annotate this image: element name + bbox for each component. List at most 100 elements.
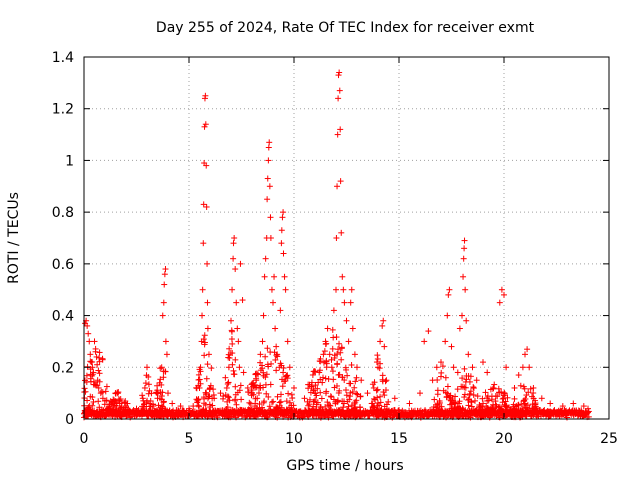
data-point xyxy=(347,299,354,306)
data-point xyxy=(229,350,236,357)
data-point xyxy=(461,365,468,372)
data-point xyxy=(217,390,224,397)
data-point xyxy=(133,405,140,412)
data-point xyxy=(226,355,233,362)
data-point xyxy=(523,404,530,411)
data-point xyxy=(162,368,169,375)
data-point xyxy=(317,389,324,396)
data-point xyxy=(264,345,271,352)
data-point xyxy=(332,400,339,407)
data-point xyxy=(434,391,441,398)
data-point xyxy=(524,346,531,353)
data-point xyxy=(476,401,483,408)
data-point xyxy=(384,408,391,415)
data-point xyxy=(203,162,210,169)
data-point xyxy=(346,409,353,416)
data-point xyxy=(202,389,209,396)
data-point xyxy=(585,408,592,415)
data-point xyxy=(482,389,489,396)
data-point xyxy=(228,327,235,334)
data-point xyxy=(91,407,98,414)
data-point xyxy=(229,361,236,368)
data-point xyxy=(505,409,512,416)
data-point xyxy=(278,227,285,234)
data-point xyxy=(146,387,153,394)
x-axis-label: GPS time / hours xyxy=(286,458,403,474)
data-point xyxy=(341,299,348,306)
data-point xyxy=(494,410,501,417)
data-point xyxy=(460,273,467,280)
data-point xyxy=(196,376,203,383)
data-point xyxy=(522,395,529,402)
data-point xyxy=(527,385,534,392)
data-point xyxy=(374,355,381,362)
data-point xyxy=(222,374,229,381)
data-point xyxy=(160,374,167,381)
data-point xyxy=(145,381,152,388)
data-point xyxy=(252,371,259,378)
data-point xyxy=(261,273,268,280)
data-point xyxy=(501,291,507,298)
data-point xyxy=(353,374,360,381)
data-point xyxy=(199,286,206,293)
data-point xyxy=(87,375,94,382)
x-tick-label: 5 xyxy=(185,431,194,447)
plot-frame xyxy=(83,56,610,420)
data-point xyxy=(374,406,381,413)
data-point xyxy=(381,343,388,350)
data-point xyxy=(117,404,124,411)
data-point xyxy=(502,403,509,410)
data-point xyxy=(444,383,451,390)
data-point xyxy=(324,399,331,406)
data-point xyxy=(333,235,340,241)
data-point xyxy=(350,408,357,415)
data-point xyxy=(99,356,106,363)
data-point xyxy=(222,391,229,398)
data-point xyxy=(333,286,339,293)
y-tick-label: 1.4 xyxy=(52,50,74,66)
data-point xyxy=(462,384,469,391)
data-point xyxy=(224,404,231,411)
data-point xyxy=(111,400,118,407)
data-point xyxy=(498,286,505,293)
data-point xyxy=(470,385,477,392)
data-point xyxy=(239,297,246,304)
data-point xyxy=(446,392,453,399)
data-point xyxy=(334,346,341,353)
data-point xyxy=(357,393,364,400)
data-point xyxy=(266,183,273,190)
y-tick-label: 1 xyxy=(65,153,74,169)
data-point xyxy=(342,387,349,394)
y-tick-label: 0.4 xyxy=(52,309,74,325)
data-point xyxy=(197,380,204,387)
axis-ticks: 0 0.2 0.4 0.6 0.8 1 1.2 1.4 0 5 10 15 20 25 xyxy=(52,50,618,447)
data-point xyxy=(380,317,387,324)
data-point xyxy=(94,382,101,389)
data-point xyxy=(465,351,472,358)
data-point xyxy=(493,403,500,410)
data-point xyxy=(264,196,271,203)
data-point xyxy=(461,245,468,252)
data-point xyxy=(337,126,344,133)
data-point xyxy=(353,390,360,397)
data-point xyxy=(238,413,245,420)
data-point xyxy=(327,393,334,400)
data-point xyxy=(265,157,272,164)
data-point xyxy=(213,412,220,419)
data-point xyxy=(279,214,286,221)
data-point xyxy=(465,397,472,404)
data-point xyxy=(436,398,443,405)
data-point xyxy=(162,338,169,345)
data-point xyxy=(490,384,497,391)
data-point xyxy=(177,403,184,410)
data-point xyxy=(204,260,211,267)
data-point xyxy=(281,273,288,280)
data-point xyxy=(305,402,312,409)
chart-title: Day 255 of 2024, Rate Of TEC Index for r… xyxy=(156,20,535,36)
data-point xyxy=(89,364,96,371)
data-point xyxy=(330,307,337,314)
data-point xyxy=(140,397,147,404)
data-point xyxy=(481,409,488,416)
data-point xyxy=(351,384,358,391)
